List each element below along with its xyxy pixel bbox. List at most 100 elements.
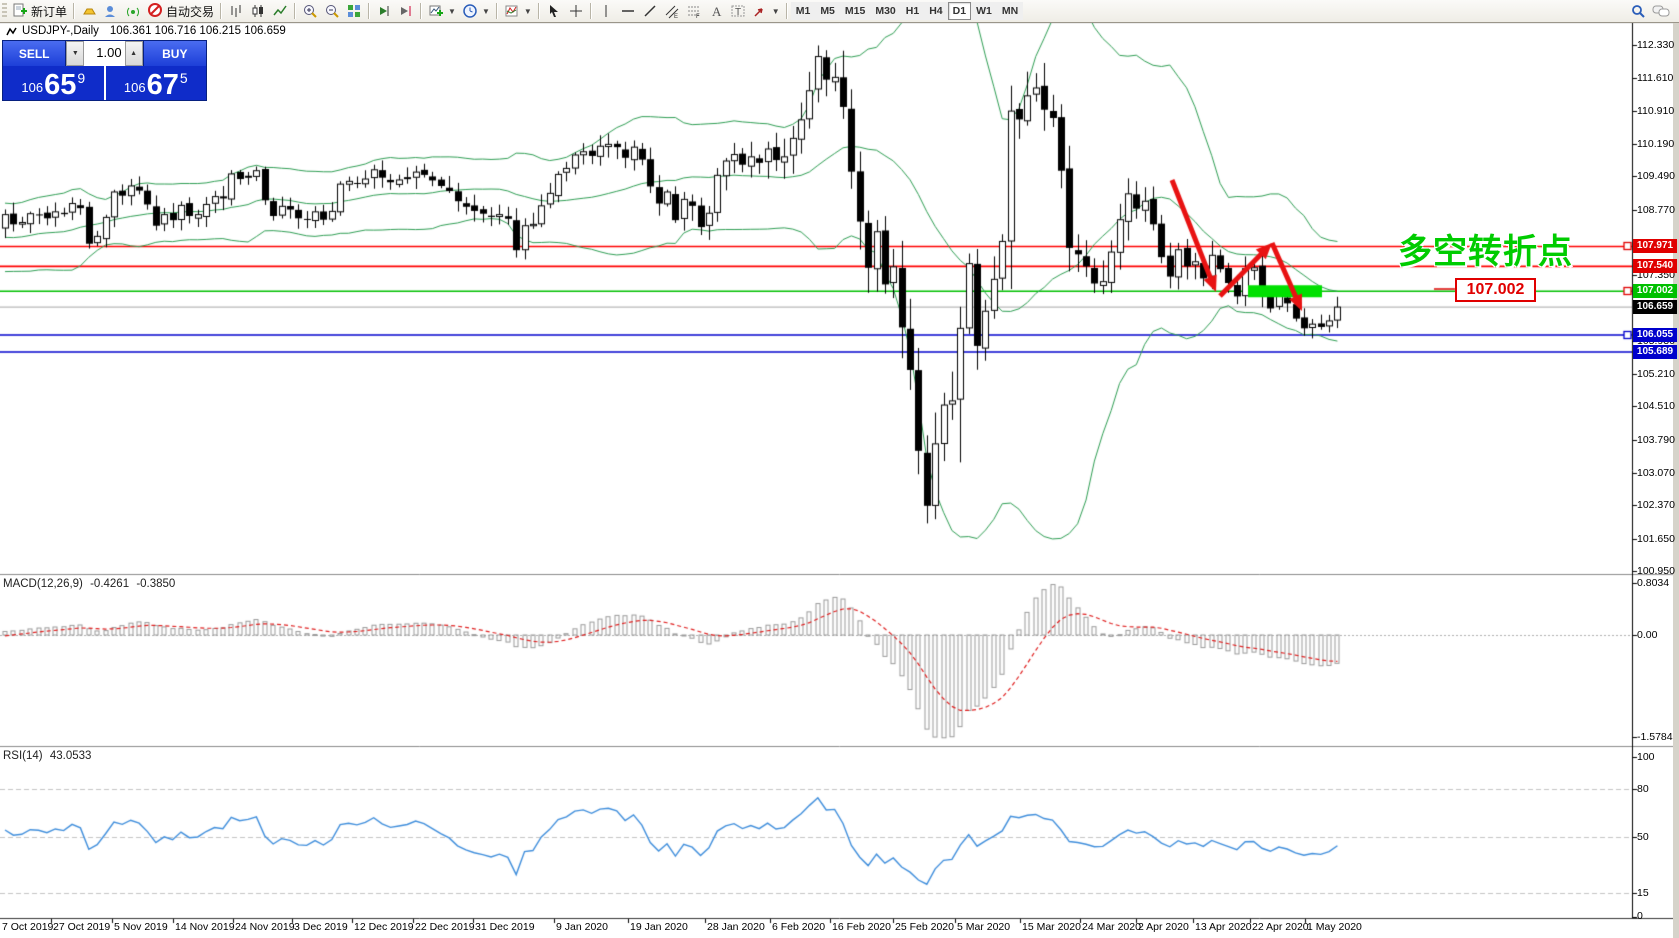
new-order-icon [12, 2, 28, 21]
tf-h1[interactable]: H1 [900, 2, 925, 20]
bar-chart-icon[interactable] [225, 1, 247, 21]
candlestick-icon[interactable] [247, 1, 269, 21]
rsi-tick-label: 100 [1637, 751, 1655, 763]
toolbar-grip[interactable] [2, 3, 7, 19]
date-label: 28 Jan 2020 [707, 921, 765, 933]
macd-tick-label: 0.00 [1637, 629, 1658, 641]
date-label: 27 Oct 2019 [53, 921, 111, 933]
price-tick-label: 104.510 [1637, 400, 1675, 413]
timeframe-group: M1 M5 M15 M30 H1 H4 D1 W1 MN [790, 2, 1024, 20]
ohlc-values: 106.361 106.716 106.215 106.659 [109, 25, 286, 37]
volume-down-button[interactable]: ▼ [66, 41, 85, 66]
crosshair-button[interactable] [565, 1, 587, 21]
one-click-trading-panel: SELL ▼ 1.00 ▲ BUY 106 65 9 106 67 5 [2, 40, 207, 101]
date-label: 31 Dec 2019 [475, 921, 535, 933]
date-label: 6 Feb 2020 [772, 921, 826, 933]
channel-button[interactable]: E [661, 1, 683, 21]
buy-button[interactable]: BUY [143, 41, 206, 66]
line-chart-icon[interactable] [269, 1, 291, 21]
date-label: 5 Mar 2020 [957, 921, 1011, 933]
buy-price-main: 67 [146, 69, 179, 101]
date-label: 14 Nov 2019 [175, 921, 235, 933]
tf-h4[interactable]: H4 [924, 2, 948, 20]
date-label: 22 Apr 2020 [1252, 921, 1309, 933]
price-tick-label: 112.330 [1637, 39, 1675, 51]
price-tick-label: 109.490 [1637, 170, 1675, 183]
date-label: 19 Jan 2020 [630, 921, 688, 933]
date-label: 15 Mar 2020 [1022, 921, 1081, 933]
tf-m1[interactable]: M1 [790, 2, 816, 20]
trendline-button[interactable] [639, 1, 661, 21]
macd-label: MACD(12,26,9) -0.4261 -0.3850 [3, 578, 176, 590]
volume-stepper: ▼ 1.00 ▲ [65, 41, 144, 66]
community-icon[interactable] [100, 1, 122, 21]
signal-icon[interactable] [122, 1, 144, 21]
price-marker-label: 107.971 [1633, 239, 1677, 254]
price-tick-label: 110.910 [1637, 104, 1675, 117]
zoom-out-button[interactable] [321, 1, 343, 21]
price-marker-label: 107.002 [1633, 284, 1677, 299]
tf-w1[interactable]: W1 [971, 2, 997, 20]
pivot-annotation-text: 多空转折点 [1398, 233, 1573, 271]
date-label: 22 Dec 2019 [415, 921, 475, 933]
price-tick-label: 103.790 [1637, 433, 1675, 446]
chat-icon[interactable] [1649, 1, 1673, 21]
date-label: 7 Oct 2019 [2, 921, 54, 933]
new-chart-dropdown[interactable]: ▼ [425, 1, 459, 21]
tf-mn[interactable]: MN [996, 2, 1024, 20]
tile-windows-icon[interactable] [343, 1, 365, 21]
rsi-tick-label: 15 [1637, 887, 1649, 899]
vertical-line-button[interactable] [595, 1, 617, 21]
date-label: 3 Dec 2019 [294, 921, 348, 933]
tf-m15[interactable]: M15 [839, 2, 871, 20]
price-tick-label: 100.950 [1637, 564, 1675, 577]
tf-m30[interactable]: M30 [870, 2, 901, 20]
date-label: 25 Feb 2020 [895, 921, 954, 933]
sell-button[interactable]: SELL [3, 41, 66, 66]
autotrade-icon [147, 2, 163, 21]
price-tick-label: 101.650 [1637, 532, 1675, 545]
price-tick-label: 102.370 [1637, 499, 1675, 512]
sell-price-main: 65 [44, 69, 77, 101]
buy-price-base: 106 [123, 80, 146, 95]
autotrade-button[interactable]: 自动交易 [144, 1, 217, 21]
rsi-tick-label: 80 [1637, 783, 1649, 795]
chart-mini-icon [6, 27, 17, 35]
autotrade-label: 自动交易 [166, 4, 215, 19]
price-marker-label: 106.055 [1633, 328, 1677, 343]
chart-shift-button[interactable] [395, 1, 417, 21]
svg-text:T: T [735, 7, 741, 18]
volume-input[interactable]: 1.00 [96, 45, 122, 60]
horizontal-line-button[interactable] [617, 1, 639, 21]
tf-m5[interactable]: M5 [815, 2, 840, 20]
indicators-dropdown[interactable]: ▼ [501, 1, 535, 21]
macd-tick-label: 0.8034 [1637, 577, 1670, 590]
window-edge-strip [1673, 22, 1679, 938]
date-label: 24 Nov 2019 [235, 921, 295, 933]
gold-icon[interactable] [78, 1, 100, 21]
fibonacci-button[interactable]: F [683, 1, 705, 21]
volume-up-button[interactable]: ▲ [124, 41, 143, 66]
zoom-in-button[interactable] [299, 1, 321, 21]
sell-price-pip: 9 [77, 70, 86, 86]
cursor-button[interactable] [543, 1, 565, 21]
buy-price[interactable]: 106 67 5 [105, 66, 206, 101]
autoscroll-button[interactable] [373, 1, 395, 21]
main-toolbar: 新订单 自动交易 ▼ ▼ ▼ E F A T [0, 0, 1679, 23]
profiles-dropdown[interactable]: ▼ [459, 1, 493, 21]
rsi-label: RSI(14) 43.0533 [3, 750, 92, 762]
sell-price[interactable]: 106 65 9 [3, 66, 104, 100]
symbol-name: USDJPY-,Daily [22, 25, 99, 37]
new-order-button[interactable]: 新订单 [9, 1, 70, 21]
svg-text:A: A [712, 4, 722, 19]
arrows-dropdown[interactable]: ▼ [749, 1, 783, 21]
price-tag-label[interactable]: 107.002 [1455, 278, 1536, 302]
tf-d1[interactable]: D1 [947, 2, 972, 20]
text-label-button[interactable]: T [727, 1, 749, 21]
search-icon[interactable] [1627, 1, 1649, 21]
rsi-tick-label: 50 [1637, 831, 1649, 843]
svg-text:E: E [674, 14, 678, 19]
text-button[interactable]: A [705, 1, 727, 21]
